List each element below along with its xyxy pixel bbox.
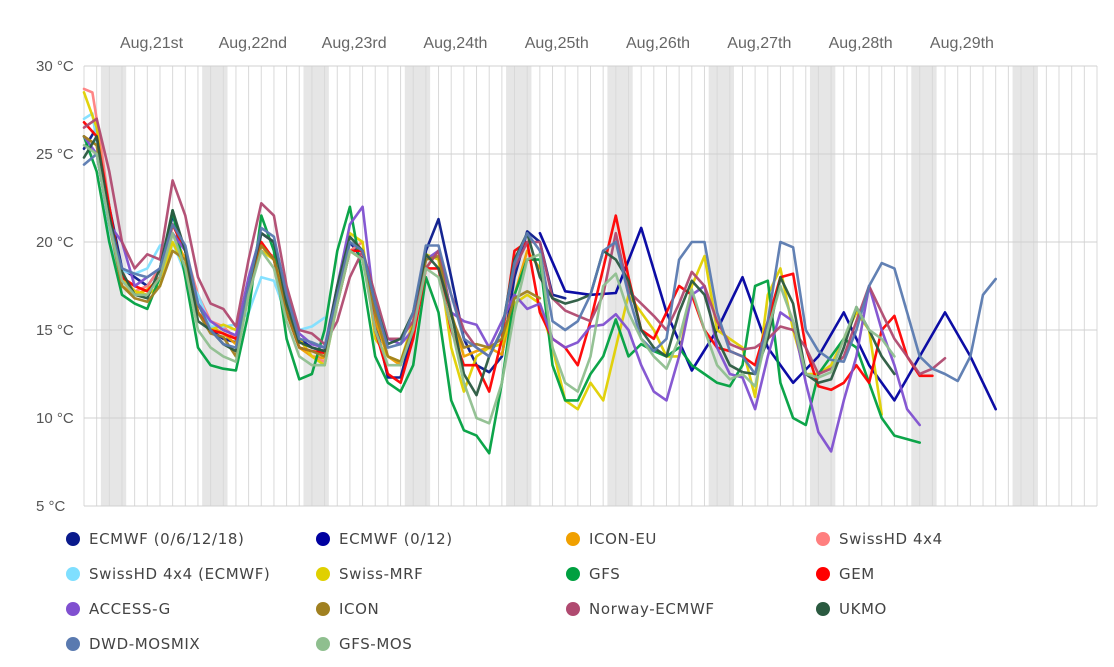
legend-swatch [316, 637, 330, 651]
legend-item[interactable]: Norway-ECMWF [566, 596, 715, 622]
day-label: Aug,23rd [322, 35, 387, 52]
night-shading-bands [100, 66, 1038, 506]
y-tick-label: 15 °C [36, 322, 74, 339]
legend-label: ECMWF (0/6/12/18) [89, 530, 245, 548]
series-line-access-g[interactable] [82, 135, 921, 453]
legend-swatch [66, 637, 80, 651]
vertical-gridlines [83, 66, 1098, 506]
legend-label: GFS [589, 565, 621, 583]
series-line-dwd-mosmix[interactable] [82, 152, 997, 383]
legend-label: ECMWF (0/12) [339, 530, 453, 548]
legend-swatch [316, 532, 330, 546]
legend-swatch [316, 602, 330, 616]
legend-label: SwissHD 4x4 (ECMWF) [89, 565, 271, 583]
legend-label: ACCESS-G [89, 600, 171, 618]
legend-label: UKMO [839, 600, 887, 618]
legend-label: DWD-MOSMIX [89, 635, 201, 653]
legend-label: GFS-MOS [339, 635, 413, 653]
legend-item[interactable]: SwissHD 4x4 (ECMWF) [66, 561, 270, 587]
legend-label: ICON [339, 600, 380, 618]
legend-swatch [816, 602, 830, 616]
y-tick-label: 25 °C [36, 146, 74, 163]
legend-item[interactable]: ECMWF (0/12) [316, 526, 453, 552]
legend-label: Norway-ECMWF [589, 600, 715, 618]
legend-item[interactable]: DWD-MOSMIX [66, 631, 200, 657]
legend-label: GEM [839, 565, 875, 583]
forecast-series-lines [82, 87, 997, 455]
legend-swatch [66, 532, 80, 546]
legend-swatch [66, 602, 80, 616]
legend-item[interactable]: SwissHD 4x4 [816, 526, 943, 552]
legend-item[interactable]: GFS [566, 561, 620, 587]
legend-swatch [566, 567, 580, 581]
legend-swatch [566, 532, 580, 546]
series-line-gfs-mos[interactable] [82, 143, 896, 425]
y-tick-label: 10 °C [36, 410, 74, 427]
legend-item[interactable]: GFS-MOS [316, 631, 412, 657]
legend-swatch [566, 602, 580, 616]
horizontal-gridlines [84, 65, 1097, 507]
legend-swatch [316, 567, 330, 581]
legend-item[interactable]: ICON-EU [566, 526, 657, 552]
day-label: Aug,22nd [219, 35, 288, 52]
x-axis-day-labels: Aug,21st Aug,22nd Aug,23rd Aug,24th Aug,25th… [120, 35, 994, 52]
legend-item[interactable]: UKMO [816, 596, 887, 622]
y-tick-label: 30 °C [36, 58, 74, 75]
legend-swatch [66, 567, 80, 581]
chart-legend: ECMWF (0/6/12/18) ECMWF (0/12) ICON-EU Swis… [66, 526, 1106, 666]
legend-item[interactable]: ECMWF (0/6/12/18) [66, 526, 244, 552]
legend-item[interactable]: Swiss-MRF [316, 561, 423, 587]
y-axis-tick-labels: 5 °C 10 °C 15 °C 20 °C 25 °C 30 °C [36, 58, 74, 515]
legend-item[interactable]: ICON [316, 596, 379, 622]
day-label: Aug,21st [120, 35, 184, 52]
day-label: Aug,25th [525, 35, 589, 52]
legend-label: Swiss-MRF [339, 565, 424, 583]
day-label: Aug,26th [626, 35, 690, 52]
y-tick-label: 5 °C [36, 498, 66, 515]
legend-swatch [816, 567, 830, 581]
legend-label: ICON-EU [589, 530, 657, 548]
day-label: Aug,29th [930, 35, 994, 52]
legend-label: SwissHD 4x4 [839, 530, 943, 548]
day-label: Aug,28th [829, 35, 893, 52]
day-label: Aug,27th [727, 35, 791, 52]
day-label: Aug,24th [423, 35, 487, 52]
series-line-icon[interactable] [82, 135, 542, 363]
legend-swatch [816, 532, 830, 546]
y-tick-label: 20 °C [36, 234, 74, 251]
legend-item[interactable]: ACCESS-G [66, 596, 171, 622]
legend-item[interactable]: GEM [816, 561, 875, 587]
